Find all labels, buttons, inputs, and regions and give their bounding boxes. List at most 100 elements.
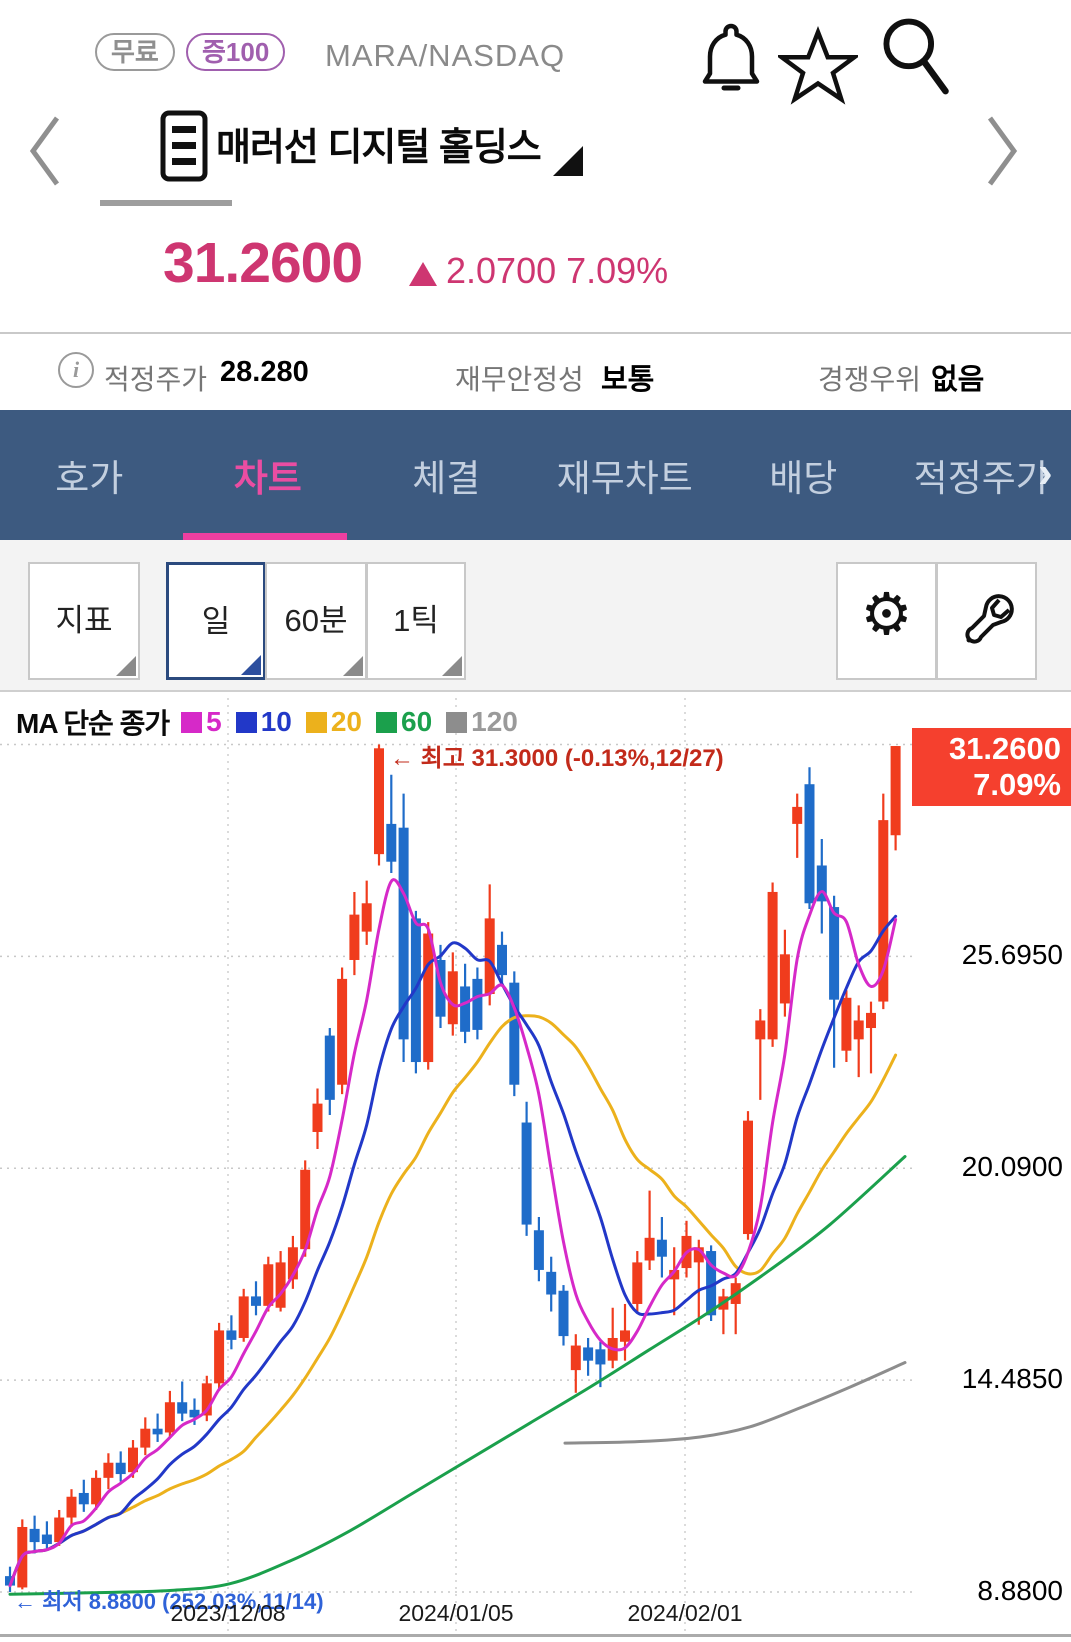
- candle-body: [238, 1296, 249, 1338]
- ma-legend-item-120[interactable]: 120: [446, 706, 518, 738]
- candle-body: [890, 746, 901, 836]
- chart-tools-button[interactable]: [936, 562, 1037, 680]
- financial-stability-label: 재무안정성: [455, 364, 584, 395]
- ma-legend-item-20[interactable]: 20: [305, 706, 362, 738]
- competitive-edge-label: 경쟁우위: [818, 364, 922, 395]
- indicator-button[interactable]: 지표: [28, 562, 140, 680]
- price-change: 2.0700 7.09%: [446, 250, 669, 291]
- tab-trades[interactable]: 체결: [412, 458, 481, 499]
- candle-body: [54, 1517, 65, 1543]
- next-stock-chevron-icon[interactable]: [980, 112, 1022, 195]
- candle-body: [853, 1020, 864, 1040]
- candle-body: [189, 1409, 200, 1418]
- candle-body: [620, 1330, 630, 1342]
- tabs-more-chevron-icon[interactable]: ›: [1038, 448, 1053, 497]
- candle-body: [398, 827, 409, 1040]
- title-underline: [100, 200, 232, 206]
- stock-memo-icon[interactable]: [160, 110, 208, 187]
- x-axis-date-label: 2024/01/05: [398, 1600, 514, 1626]
- candle-body: [706, 1251, 717, 1316]
- ma-line-MA120: [563, 1361, 907, 1445]
- ma-legend-title: MA 단순 종가: [16, 708, 170, 739]
- candle-body: [300, 1169, 311, 1250]
- x-axis-date-label: 2023/12/08: [170, 1600, 286, 1626]
- tab-dividend[interactable]: 배당: [769, 458, 838, 499]
- chart-settings-button[interactable]: ⚙: [836, 562, 937, 680]
- search-icon[interactable]: [872, 12, 956, 107]
- candle-body: [164, 1402, 175, 1433]
- legend-swatch-icon: [446, 711, 468, 733]
- competitive-edge-value: 없음: [931, 364, 985, 396]
- stock-title-dropdown-icon[interactable]: [553, 146, 583, 176]
- candle-body: [644, 1237, 655, 1261]
- fundamental-info-bar: [0, 332, 1071, 412]
- candle-body: [669, 1269, 680, 1280]
- tab-fair-price[interactable]: 적정주가: [913, 458, 1050, 499]
- x-axis-date-label: 2024/02/01: [627, 1600, 743, 1626]
- candle-body: [177, 1402, 188, 1414]
- tab-chart[interactable]: 차트: [233, 458, 302, 499]
- tab-hoga[interactable]: 호가: [55, 458, 124, 499]
- candle-body: [5, 1576, 15, 1586]
- gear-icon: ⚙: [860, 580, 913, 648]
- bottom-divider: [0, 1634, 1071, 1637]
- candle-body: [361, 903, 372, 932]
- ma-line-MA20: [8, 1014, 898, 1588]
- tab-financial-chart[interactable]: 재무차트: [556, 458, 693, 499]
- candle-body: [386, 823, 397, 862]
- alarm-bell-icon[interactable]: [698, 20, 764, 111]
- wrench-icon: [964, 594, 1014, 644]
- candle-body: [656, 1239, 667, 1257]
- candle-body: [115, 1462, 126, 1475]
- period-1tick-button[interactable]: 1틱: [366, 562, 466, 680]
- candle-body: [337, 978, 348, 1085]
- badge-leverage: 증100: [186, 33, 286, 71]
- candle-body: [804, 784, 815, 904]
- favorite-star-icon[interactable]: [774, 26, 862, 111]
- period-60min-button[interactable]: 60분: [265, 562, 367, 680]
- candle-body: [546, 1271, 557, 1295]
- stock-title[interactable]: 매러선 디지털 홀딩스: [216, 127, 542, 169]
- candle-body: [878, 820, 889, 1002]
- ma-legend: MA 단순 종가 5 10 20 60 120: [16, 702, 518, 742]
- y-axis-label: 14.4850: [961, 1363, 1063, 1395]
- candle-body: [447, 971, 458, 1025]
- ma-legend-item-5[interactable]: 5: [181, 706, 222, 738]
- candle-body: [349, 914, 360, 960]
- y-axis-label: 25.6950: [961, 939, 1063, 971]
- candle-body: [497, 944, 507, 976]
- y-axis-label: 20.0900: [961, 1151, 1063, 1183]
- y-axis-label: 8.8800: [977, 1575, 1063, 1606]
- candle-body: [693, 1247, 704, 1263]
- candle-body: [583, 1347, 594, 1361]
- candle-body: [91, 1477, 102, 1505]
- candle-body: [779, 954, 790, 1004]
- candle-body: [533, 1230, 544, 1270]
- info-icon[interactable]: i: [58, 352, 94, 388]
- ma-legend-item-60[interactable]: 60: [376, 706, 432, 738]
- current-price: 31.2600: [163, 231, 363, 295]
- candle-body: [140, 1428, 151, 1448]
- fair-price-value: 28.280: [220, 356, 309, 388]
- prev-stock-chevron-icon[interactable]: [25, 112, 67, 195]
- candle-body: [41, 1534, 52, 1544]
- candle-body: [287, 1247, 298, 1280]
- candle-body: [226, 1330, 237, 1340]
- financial-stability-value: 보통: [601, 364, 655, 396]
- ma-legend-item-10[interactable]: 10: [235, 706, 292, 738]
- price-chart-canvas[interactable]: [0, 690, 1071, 1642]
- candle-body: [792, 806, 803, 824]
- candle-body: [743, 1120, 753, 1235]
- ma-line-MA60: [8, 1155, 907, 1596]
- selected-tab-underline: [183, 533, 347, 540]
- candle-body: [558, 1290, 569, 1337]
- period-day-button[interactable]: 일: [166, 562, 266, 680]
- legend-swatch-icon: [235, 711, 257, 733]
- candle-body: [374, 748, 384, 855]
- candle-body: [103, 1462, 114, 1478]
- candle-body: [423, 933, 434, 1063]
- candle-body: [29, 1528, 40, 1543]
- candle-body: [460, 986, 471, 1032]
- section-tab-bar: 호가 차트 체결 재무차트 배당 적정주가: [0, 410, 1071, 540]
